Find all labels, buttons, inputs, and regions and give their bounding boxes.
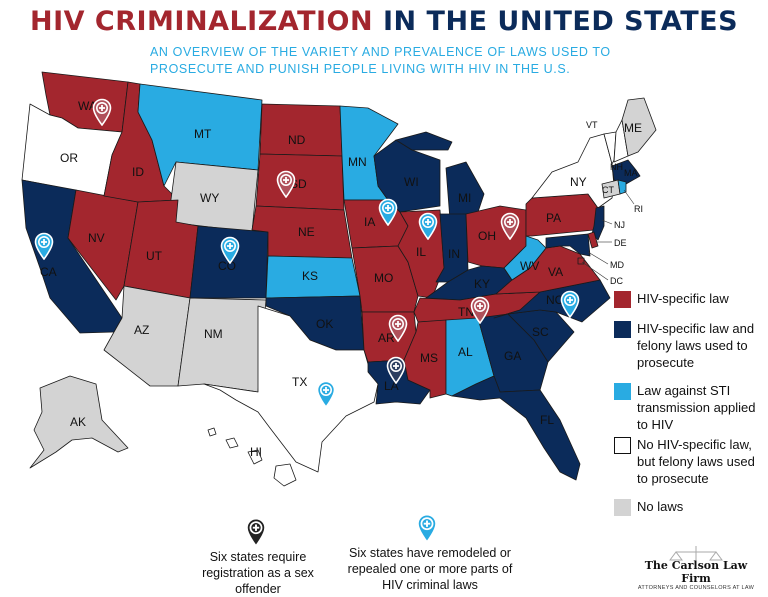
subtitle: AN OVERVIEW OF THE VARIETY AND PREVALENC… <box>150 44 630 78</box>
legend-swatch <box>614 321 631 338</box>
legend-swatch <box>614 291 631 308</box>
label-NH: NH <box>610 162 623 172</box>
label-WA: WA <box>78 99 97 113</box>
label-FL: FL <box>540 413 554 427</box>
legend-label: Law against STI transmission applied to … <box>637 383 756 432</box>
label-MN: MN <box>348 155 367 169</box>
label-NM: NM <box>204 327 223 341</box>
label-IN: IN <box>448 247 460 261</box>
label-WI: WI <box>404 175 419 189</box>
label-NY: NY <box>570 175 587 189</box>
state-MS <box>403 319 447 399</box>
label-CT: CT <box>602 185 614 195</box>
state-NJ <box>591 205 605 241</box>
state-NC <box>493 279 611 323</box>
label-OR: OR <box>60 151 78 165</box>
note-remodeled: Six states have remodeled or repealed on… <box>347 546 513 592</box>
legend-label: No laws <box>637 499 684 514</box>
label-OK: OK <box>316 317 333 331</box>
label-WY: WY <box>200 191 219 205</box>
state-PA <box>525 193 599 237</box>
title-part2: IN THE UNITED STATES <box>383 6 739 37</box>
state-NM <box>177 297 267 393</box>
state-MI <box>395 131 485 221</box>
state-HI <box>207 427 297 487</box>
pointer-nj <box>601 219 613 225</box>
label-MT: MT <box>194 127 212 141</box>
label-IA: IA <box>364 215 375 229</box>
label-AK: AK <box>70 415 86 429</box>
label-PA: PA <box>546 211 561 225</box>
label-HI: HI <box>250 445 262 459</box>
label-IL: IL <box>416 245 426 259</box>
label-DE: DE <box>614 238 627 248</box>
label-VT: VT <box>586 120 598 130</box>
label-KS: KS <box>302 269 318 283</box>
state-ND <box>259 103 343 157</box>
pointer-dc <box>581 261 609 281</box>
label-SC: SC <box>532 325 549 339</box>
label-MI: MI <box>458 191 471 205</box>
label-TX: TX <box>292 375 307 389</box>
state-MA <box>611 159 641 185</box>
label-NJ: NJ <box>614 220 625 230</box>
legend-swatch <box>614 437 631 454</box>
legend-label: HIV-specific law and felony laws used to… <box>637 321 755 370</box>
label-AZ: AZ <box>134 323 149 337</box>
state-MD <box>545 233 591 257</box>
subtitle-line1: AN OVERVIEW OF THE VARIETY AND PREVALENC… <box>150 45 611 59</box>
legend-label: No HIV-specific law, but felony laws use… <box>637 437 755 486</box>
label-MA: MA <box>624 168 638 178</box>
state-DE <box>587 231 599 249</box>
label-NE: NE <box>298 225 315 239</box>
subtitle-line2: PROSECUTE AND PUNISH PEOPLE LIVING WITH … <box>150 62 571 76</box>
label-KY: KY <box>474 277 490 291</box>
state-WV <box>503 235 547 281</box>
title-part1: HIV CRIMINALIZATION <box>29 6 374 37</box>
note-remodeled-pin-icon <box>416 513 438 543</box>
label-AR: AR <box>378 331 395 345</box>
label-MO: MO <box>374 271 393 285</box>
state-TX <box>203 305 379 473</box>
state-AK <box>29 375 129 469</box>
legend-swatch <box>614 383 631 400</box>
brand-tagline: ATTORNEYS AND COUNSELORS AT LAW <box>637 585 755 591</box>
label-MS: MS <box>420 351 438 365</box>
brand-scales-icon <box>669 546 723 566</box>
label-CA: CA <box>40 265 57 279</box>
legend-swatch <box>614 499 631 516</box>
label-TN: TN <box>458 305 474 319</box>
label-UT: UT <box>146 249 163 263</box>
label-GA: GA <box>504 349 521 363</box>
label-MD: MD <box>610 260 624 270</box>
label-WV: WV <box>520 259 539 273</box>
note-registration-pin-icon <box>245 517 267 547</box>
brand-logo: The Carlson Law Firm ATTORNEYS AND COUNS… <box>632 559 760 591</box>
page-title: HIV CRIMINALIZATION IN THE UNITED STATES <box>0 6 768 37</box>
label-ND: ND <box>288 133 306 147</box>
state-FL <box>451 375 581 481</box>
label-CO: CO <box>218 259 236 273</box>
label-NC: NC <box>546 293 564 307</box>
label-OH: OH <box>478 229 496 243</box>
pointer-ri <box>623 189 635 205</box>
label-VA: VA <box>548 265 563 279</box>
pointer-md <box>587 251 609 265</box>
label-AL: AL <box>458 345 473 359</box>
label-ME: ME <box>624 121 642 135</box>
state-ME <box>621 97 657 157</box>
legend-label: HIV-specific law <box>637 291 729 306</box>
label-NV: NV <box>88 231 105 245</box>
note-sex-offender: Six states require registration as a sex… <box>202 550 314 596</box>
label-RI: RI <box>634 204 643 214</box>
label-ID: ID <box>132 165 144 179</box>
brand-name: The Carlson Law Firm <box>644 559 748 585</box>
label-DC: DC <box>610 276 623 286</box>
